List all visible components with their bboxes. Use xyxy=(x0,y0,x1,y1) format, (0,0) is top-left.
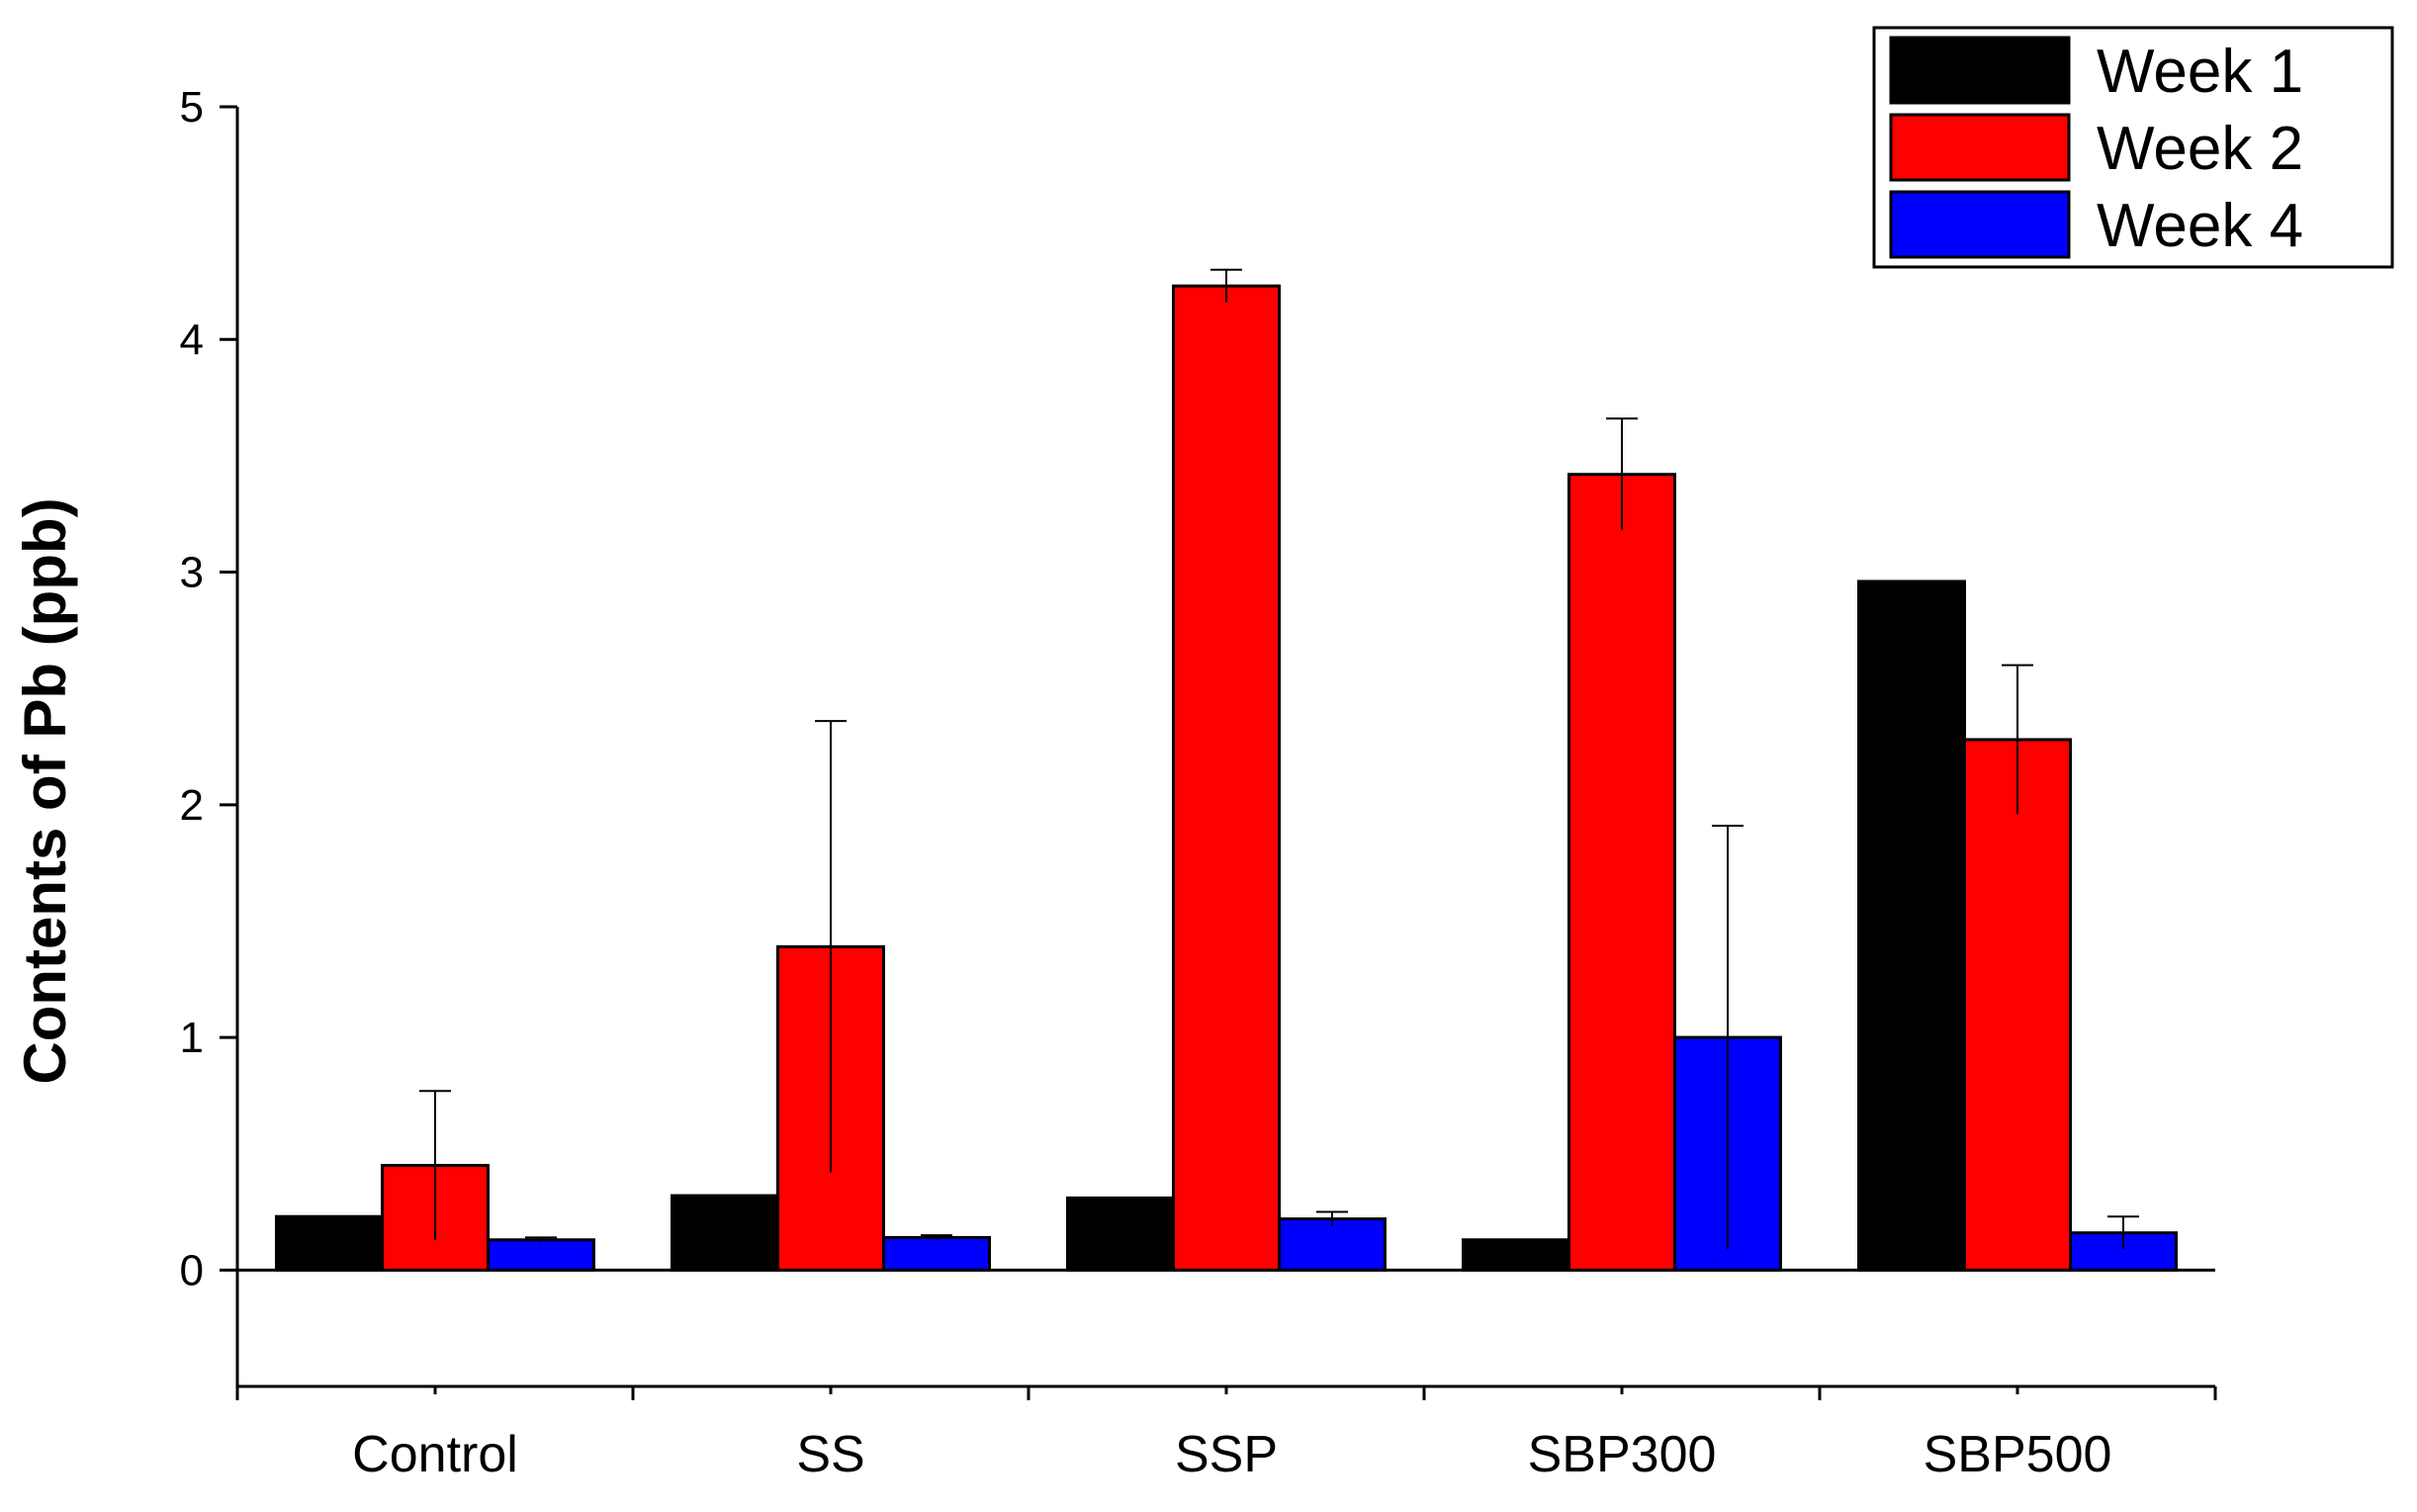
y-tick-label: 2 xyxy=(180,781,204,830)
y-tick-label: 3 xyxy=(180,549,204,597)
bar xyxy=(671,1194,779,1272)
bar xyxy=(1567,473,1676,1272)
legend: Week 1 Week 2 Week 4 xyxy=(1872,26,2394,269)
y-tick-label: 5 xyxy=(180,83,204,132)
legend-label: Week 2 xyxy=(2097,115,2303,183)
legend-label: Week 4 xyxy=(2097,192,2303,260)
legend-label: Week 1 xyxy=(2097,38,2303,106)
y-tick-label: 1 xyxy=(180,1014,204,1062)
y-axis-title: Contents of Pb (ppb) xyxy=(12,497,78,1084)
legend-swatch xyxy=(1889,190,2071,259)
legend-swatch xyxy=(1889,36,2071,105)
bar xyxy=(1963,738,2072,1272)
x-category-label: SBP500 xyxy=(1924,1426,2112,1483)
bar xyxy=(1278,1217,1387,1272)
bar xyxy=(275,1214,384,1272)
x-category-label: Control xyxy=(352,1426,518,1483)
axis-labels: 0 1 2 3 4 5 Control SS SSP SBP300 SBP500 xyxy=(180,83,2112,1483)
x-category-label: SS xyxy=(796,1426,864,1483)
x-category-label: SSP xyxy=(1175,1426,1278,1483)
x-category-label: SBP300 xyxy=(1528,1426,1717,1483)
bar xyxy=(487,1238,595,1272)
bars xyxy=(275,284,2178,1272)
y-tick-label: 0 xyxy=(180,1246,204,1294)
bar xyxy=(2069,1231,2178,1272)
y-tick-label: 4 xyxy=(180,315,204,364)
bar xyxy=(1172,284,1281,1272)
legend-swatch xyxy=(1889,113,2071,182)
bar xyxy=(1066,1196,1175,1272)
bar xyxy=(882,1235,991,1272)
bar xyxy=(1857,579,1966,1272)
error-bars xyxy=(419,268,2139,1250)
bar xyxy=(1462,1238,1570,1272)
